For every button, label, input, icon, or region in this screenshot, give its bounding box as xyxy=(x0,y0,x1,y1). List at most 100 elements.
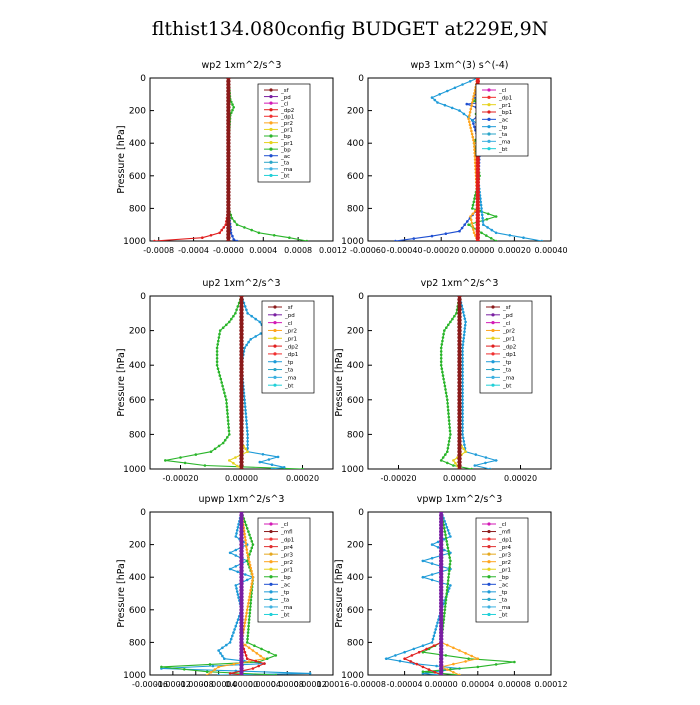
data-point xyxy=(475,170,480,175)
data-point xyxy=(439,650,444,655)
data-point xyxy=(226,150,231,156)
data-point xyxy=(239,542,244,547)
legend-marker xyxy=(491,321,495,325)
x-tick-label: 0.00000 xyxy=(461,246,494,255)
legend-marker xyxy=(269,575,273,579)
data-point xyxy=(439,565,444,570)
data-point xyxy=(243,624,246,628)
legend-marker xyxy=(269,88,273,92)
data-point xyxy=(251,667,255,670)
data-point xyxy=(239,565,244,570)
legend-label: _pr1 xyxy=(280,567,293,573)
data-point xyxy=(439,558,444,564)
data-point xyxy=(446,402,449,405)
legend-label: _mfl xyxy=(498,530,511,536)
legend-entry: _tp xyxy=(486,360,512,366)
data-point xyxy=(205,670,209,673)
data-point xyxy=(475,167,480,172)
legend-marker xyxy=(491,375,495,379)
legend-entry: _pr1 xyxy=(482,567,511,573)
data-point xyxy=(457,324,462,330)
legend-entry: _cl xyxy=(482,522,507,528)
data-point xyxy=(219,652,222,655)
series-line xyxy=(228,296,249,469)
data-point xyxy=(432,644,436,647)
x-tick-label: -0.00008 xyxy=(178,680,214,689)
data-point xyxy=(421,644,425,647)
data-point xyxy=(473,151,477,155)
data-point xyxy=(225,398,228,402)
data-point xyxy=(443,605,447,608)
series-line xyxy=(154,78,229,241)
x-tick-label: -0.00060 xyxy=(350,246,386,255)
data-point xyxy=(239,421,244,427)
data-point xyxy=(439,623,444,629)
data-point xyxy=(439,575,444,580)
data-point xyxy=(439,597,444,603)
legend-label: _pr4 xyxy=(280,545,294,551)
data-point xyxy=(239,304,244,309)
legend-label: _ta xyxy=(498,598,507,604)
data-point xyxy=(245,308,248,312)
data-point xyxy=(432,634,436,638)
data-point xyxy=(462,336,466,340)
data-point xyxy=(448,426,452,429)
legend-label: _ma xyxy=(280,605,292,611)
data-point xyxy=(239,640,244,645)
legend-label: _dp1 xyxy=(280,114,294,120)
x-tick-label: 0.00020 xyxy=(504,474,537,483)
data-point xyxy=(461,405,464,409)
data-point xyxy=(439,539,444,544)
data-point xyxy=(475,157,480,162)
legend-entry: _mfl xyxy=(264,530,293,536)
y-tick-label: 200 xyxy=(347,327,364,337)
data-point xyxy=(226,111,231,117)
series-pr1 xyxy=(228,296,249,469)
data-point xyxy=(179,456,182,459)
data-point xyxy=(461,346,464,350)
data-point xyxy=(231,108,234,112)
legend-entry: _dp2 xyxy=(486,344,516,350)
data-point xyxy=(257,664,261,668)
data-point xyxy=(475,209,480,214)
data-point xyxy=(239,571,244,577)
data-point xyxy=(443,527,446,530)
legend-box xyxy=(257,517,311,623)
data-point xyxy=(239,394,244,399)
data-point xyxy=(421,670,425,673)
legend-entry: _tp xyxy=(268,360,294,366)
data-point xyxy=(486,212,490,216)
legend-marker xyxy=(491,360,495,364)
data-point xyxy=(439,535,444,541)
data-point xyxy=(239,558,244,564)
y-axis-label: Pressure [hPa] xyxy=(334,559,345,627)
legend-marker xyxy=(487,537,491,541)
data-point xyxy=(239,411,244,416)
legend-label: _bt xyxy=(502,383,512,389)
data-point xyxy=(522,236,525,239)
x-tick-label: 0.00012 xyxy=(294,680,327,689)
data-point xyxy=(247,340,250,344)
data-point xyxy=(452,671,455,674)
data-point xyxy=(236,464,239,468)
data-point xyxy=(239,653,244,658)
data-point xyxy=(462,314,466,317)
data-point xyxy=(475,160,480,165)
data-point xyxy=(244,408,247,412)
legend-label: _cl xyxy=(284,321,293,327)
data-point xyxy=(221,384,224,388)
x-tick-label: 0.00004 xyxy=(461,680,494,689)
data-point xyxy=(452,459,455,462)
x-tick-label: 0.00020 xyxy=(498,246,531,255)
data-point xyxy=(234,624,238,628)
data-point xyxy=(463,317,467,321)
data-point xyxy=(243,650,247,654)
data-point xyxy=(439,581,444,586)
data-point xyxy=(226,196,231,201)
legend-entry: _ta xyxy=(264,160,289,166)
data-point xyxy=(457,369,462,375)
data-point xyxy=(430,556,434,560)
data-point xyxy=(457,446,462,451)
data-point xyxy=(226,193,231,198)
data-point xyxy=(234,456,237,459)
